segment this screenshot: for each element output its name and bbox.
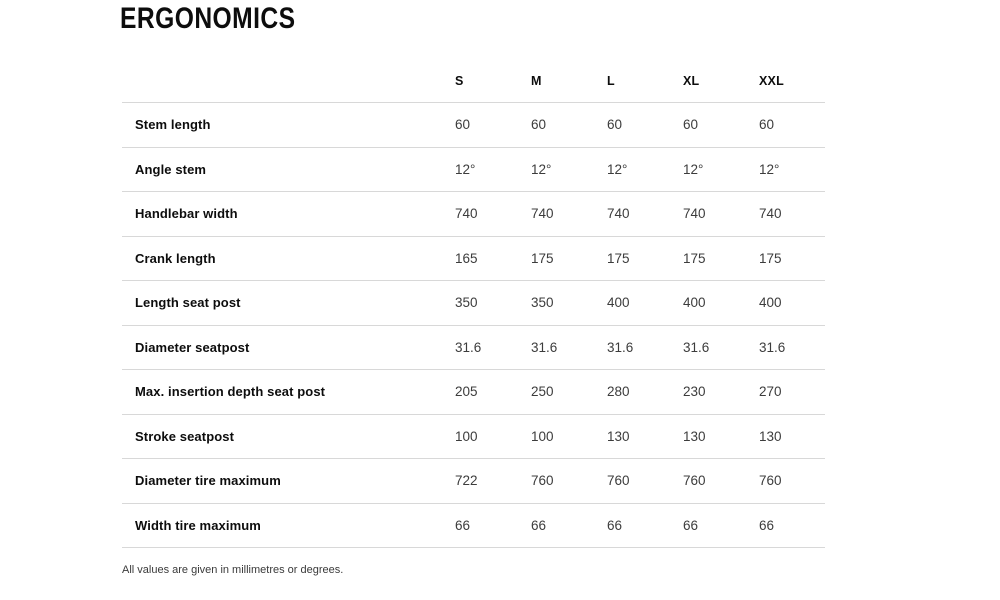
cell-value: 760 [607,473,630,489]
cell-value: 722 [455,473,478,489]
cell-value: 60 [683,117,699,133]
cell-value: 760 [759,473,782,489]
cell-value: 31.6 [683,339,710,355]
cell-value: 175 [531,250,554,266]
cell-value: 165 [455,250,478,266]
cell-value: 760 [683,473,706,489]
table-row: Max. insertion depth seat post 205 250 2… [122,370,825,415]
row-label: Diameter tire maximum [135,473,281,489]
cell-value: 740 [607,206,630,222]
table-row: Handlebar width 740 740 740 740 740 [122,192,825,237]
cell-value: 12° [531,161,552,177]
cell-value: 31.6 [607,339,634,355]
ergonomics-table: S M L XL XXL Stem length 60 60 60 60 60 … [122,60,825,548]
cell-value: 100 [531,428,554,444]
row-label: Max. insertion depth seat post [135,384,326,400]
cell-value: 12° [683,161,704,177]
cell-value: 280 [607,384,630,400]
cell-value: 12° [759,161,780,177]
table-row: Diameter seatpost 31.6 31.6 31.6 31.6 31… [122,326,825,370]
cell-value: 66 [607,517,623,533]
table-header-row: S M L XL XXL [122,60,825,103]
cell-value: 350 [531,295,554,311]
cell-value: 740 [531,206,554,222]
units-footnote: All values are given in millimetres or d… [122,564,344,576]
row-label: Width tire maximum [135,517,261,533]
cell-value: 31.6 [455,339,482,355]
cell-value: 175 [683,250,706,266]
cell-value: 31.6 [531,339,558,355]
table-row: Width tire maximum 66 66 66 66 66 [122,504,825,548]
table-row: Stroke seatpost 100 100 130 130 130 [122,415,825,459]
cell-value: 12° [607,161,628,177]
cell-value: 130 [607,428,630,444]
cell-value: 66 [531,517,547,533]
cell-value: 66 [455,517,471,533]
cell-value: 760 [531,473,554,489]
row-label: Crank length [135,250,216,266]
row-label: Handlebar width [135,206,238,222]
table-row: Length seat post 350 350 400 400 400 [122,281,825,326]
cell-value: 740 [683,206,706,222]
column-header-xl: XL [683,74,700,88]
cell-value: 250 [531,384,554,400]
cell-value: 100 [455,428,478,444]
cell-value: 31.6 [759,339,786,355]
cell-value: 400 [683,295,706,311]
cell-value: 60 [607,117,623,133]
column-header-l: L [607,74,615,88]
cell-value: 130 [759,428,782,444]
row-label: Angle stem [135,161,207,177]
cell-value: 400 [759,295,782,311]
table-row: Stem length 60 60 60 60 60 [122,103,825,148]
cell-value: 230 [683,384,706,400]
row-label: Diameter seatpost [135,339,250,355]
cell-value: 205 [455,384,478,400]
cell-value: 60 [531,117,547,133]
table-row: Angle stem 12° 12° 12° 12° 12° [122,148,825,192]
cell-value: 12° [455,161,476,177]
cell-value: 66 [759,517,775,533]
cell-value: 175 [759,250,782,266]
cell-value: 175 [607,250,630,266]
row-label: Stem length [135,117,211,133]
column-header-m: M [531,74,542,88]
cell-value: 740 [455,206,478,222]
cell-value: 350 [455,295,478,311]
column-header-xxl: XXL [759,74,784,88]
table-row: Crank length 165 175 175 175 175 [122,237,825,281]
page-title: ERGONOMICS [120,2,296,35]
cell-value: 60 [759,117,775,133]
cell-value: 740 [759,206,782,222]
row-label: Length seat post [135,295,241,311]
table-row: Diameter tire maximum 722 760 760 760 76… [122,459,825,504]
column-header-s: S [455,74,464,88]
cell-value: 400 [607,295,630,311]
row-label: Stroke seatpost [135,428,235,444]
cell-value: 130 [683,428,706,444]
cell-value: 60 [455,117,471,133]
cell-value: 270 [759,384,782,400]
cell-value: 66 [683,517,699,533]
